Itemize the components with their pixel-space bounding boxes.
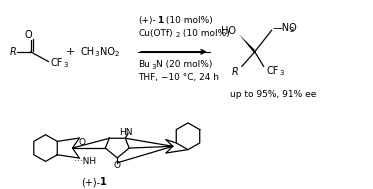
Text: Bu: Bu [138, 60, 150, 69]
Text: 2: 2 [289, 27, 294, 33]
Polygon shape [239, 34, 255, 54]
Text: O: O [79, 138, 86, 147]
Text: CF: CF [267, 67, 279, 76]
Text: 3: 3 [94, 51, 99, 57]
Text: 1: 1 [100, 177, 107, 187]
Text: +: + [66, 47, 75, 57]
Text: HO: HO [221, 26, 236, 36]
Text: (10 mol%): (10 mol%) [180, 29, 230, 38]
Text: ···NH: ···NH [75, 157, 97, 166]
Text: —NO: —NO [273, 23, 297, 33]
Text: 2: 2 [175, 32, 179, 38]
Text: O: O [25, 30, 32, 40]
Text: 2: 2 [114, 51, 119, 57]
Text: (+)-: (+)- [81, 177, 100, 187]
Text: (10 mol%): (10 mol%) [163, 16, 213, 25]
Text: CF: CF [50, 58, 63, 68]
Text: 3: 3 [63, 62, 68, 67]
Text: R: R [9, 47, 16, 57]
Text: Cu(OTf): Cu(OTf) [138, 29, 173, 38]
Text: NO: NO [100, 47, 115, 57]
Text: up to 95%, 91% ee: up to 95%, 91% ee [230, 90, 316, 98]
Text: 1: 1 [157, 16, 163, 25]
Text: (+)-: (+)- [138, 16, 156, 25]
Text: CH: CH [81, 47, 94, 57]
Text: 3: 3 [151, 64, 156, 70]
Text: N (20 mol%): N (20 mol%) [156, 60, 213, 69]
Text: THF, −10 °C, 24 h: THF, −10 °C, 24 h [138, 73, 219, 82]
Text: R: R [231, 67, 238, 77]
Text: O: O [114, 161, 121, 170]
Text: HN: HN [119, 128, 133, 137]
Text: 3: 3 [280, 70, 284, 76]
